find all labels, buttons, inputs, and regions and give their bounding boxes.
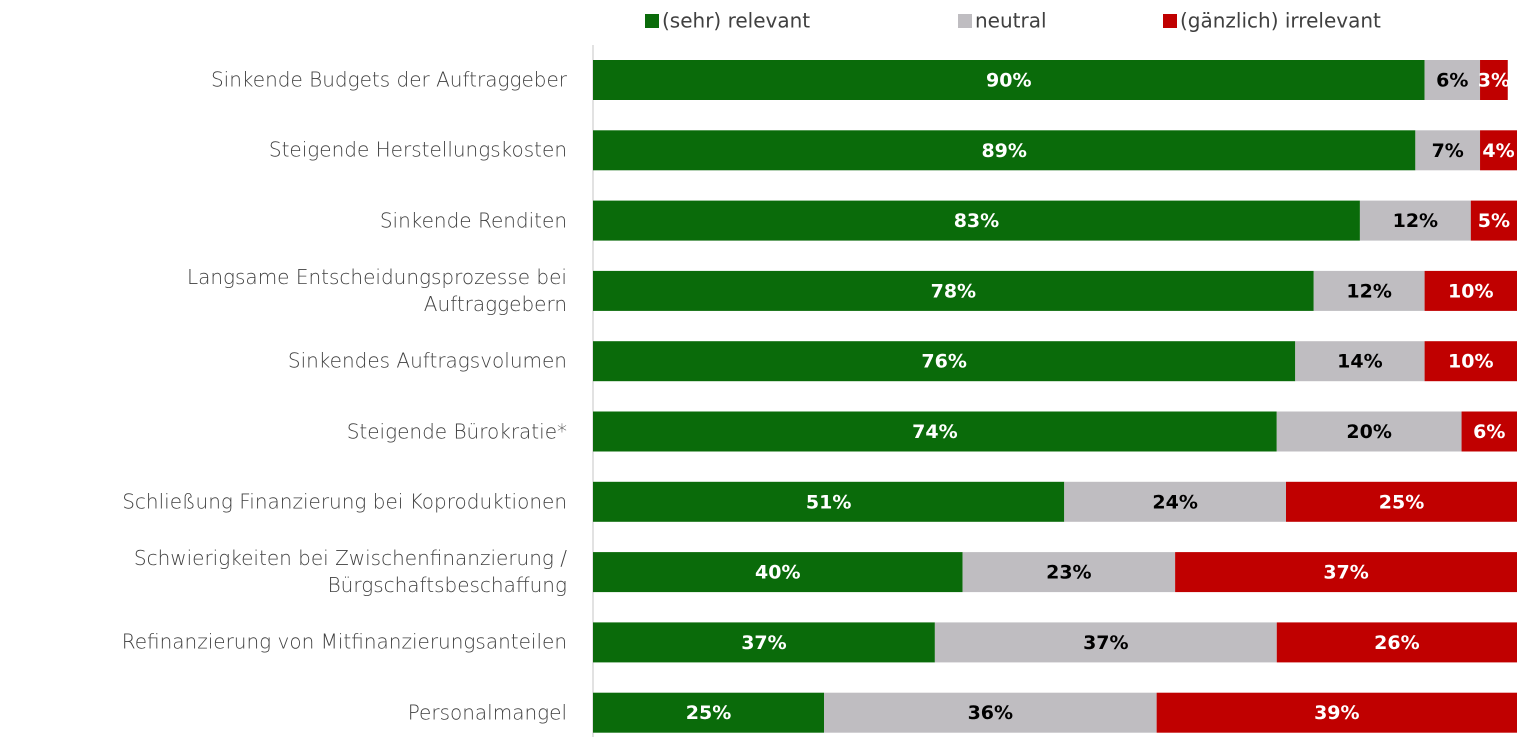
legend-label: neutral xyxy=(975,9,1047,33)
bar-segment xyxy=(1424,270,1517,311)
bar-segment xyxy=(1064,481,1286,522)
data-label: 25% xyxy=(1379,491,1424,513)
bar-segment xyxy=(1461,411,1517,452)
category-label: Sinkende Budgets der Auftraggeber xyxy=(210,67,567,92)
legend-label: (sehr) relevant xyxy=(662,9,810,33)
data-label: 37% xyxy=(1083,632,1128,654)
data-label: 40% xyxy=(755,562,800,584)
data-label: 39% xyxy=(1314,702,1359,724)
bar-segment xyxy=(1480,60,1508,100)
data-label: 37% xyxy=(741,632,786,654)
bar-segment xyxy=(593,692,824,733)
bar-segment xyxy=(593,341,1296,382)
data-label: 78% xyxy=(931,280,976,302)
bar-segment xyxy=(1295,341,1425,382)
bar-segment xyxy=(593,411,1277,452)
data-label: 74% xyxy=(912,421,957,443)
bar-segment xyxy=(1359,200,1471,241)
data-label: 23% xyxy=(1046,562,1091,584)
legend-label: (gänzlich) irrelevant xyxy=(1180,9,1381,33)
data-label: 25% xyxy=(686,702,731,724)
bar-segment xyxy=(1470,200,1517,241)
bar-segment xyxy=(1424,60,1481,100)
data-label: 12% xyxy=(1393,210,1438,232)
bar-segment xyxy=(1286,481,1517,522)
bar-segment xyxy=(824,692,1157,733)
bar-segment xyxy=(1276,622,1517,663)
data-label: 76% xyxy=(921,351,966,373)
category-label: Schwierigkeiten bei Zwischenfinanzierung… xyxy=(133,546,567,598)
data-label: 4% xyxy=(1482,140,1514,162)
legend-swatch xyxy=(645,14,659,28)
legend-swatch xyxy=(958,14,972,28)
category-label: Schließung Finanzierung bei Koproduktion… xyxy=(122,489,567,514)
bar-segment xyxy=(593,60,1425,100)
data-label: 5% xyxy=(1478,210,1510,232)
bar-segment xyxy=(1480,130,1517,171)
category-label: Sinkendes Auftragsvolumen xyxy=(287,348,567,373)
bar-segment xyxy=(1424,341,1517,382)
bar-segment xyxy=(593,130,1416,171)
data-label: 7% xyxy=(1432,140,1464,162)
category-label: Personalmangel xyxy=(407,700,567,725)
bar-segment xyxy=(593,622,935,663)
category-label: Sinkende Renditen xyxy=(379,208,567,233)
bar-segment xyxy=(962,552,1176,593)
category-label: Steigende Bürokratie* xyxy=(346,419,567,443)
category-label: Langsame Entscheidungsprozesse bei Auftr… xyxy=(186,264,567,316)
bar-segment xyxy=(1313,270,1425,311)
bar-segment xyxy=(934,622,1277,663)
data-label: 36% xyxy=(968,702,1013,724)
bar-segment xyxy=(593,481,1065,522)
data-label: 83% xyxy=(954,210,999,232)
bar-segment xyxy=(1415,130,1481,171)
bar-segment xyxy=(593,200,1360,241)
data-label: 90% xyxy=(986,70,1031,92)
bar-segment xyxy=(1175,552,1517,593)
data-label: 6% xyxy=(1436,70,1468,92)
category-label: Refinanzierung von Mitfinanzierungsantei… xyxy=(121,629,567,654)
bar-segment xyxy=(1276,411,1462,452)
data-label: 10% xyxy=(1448,280,1493,302)
data-label: 3% xyxy=(1478,70,1510,92)
data-label: 26% xyxy=(1374,632,1419,654)
bar-segment xyxy=(593,552,963,593)
data-label: 51% xyxy=(806,491,851,513)
bar-segment xyxy=(1156,692,1517,733)
data-label: 20% xyxy=(1346,421,1391,443)
bar-segment xyxy=(593,270,1314,311)
data-label: 6% xyxy=(1473,421,1505,443)
category-label: Steigende Herstellungskosten xyxy=(268,137,567,162)
data-label: 10% xyxy=(1448,351,1493,373)
data-label: 37% xyxy=(1323,562,1368,584)
data-label: 24% xyxy=(1152,491,1197,513)
legend-swatch xyxy=(1163,14,1177,28)
data-label: 12% xyxy=(1346,280,1391,302)
data-label: 14% xyxy=(1337,351,1382,373)
data-label: 89% xyxy=(981,140,1026,162)
